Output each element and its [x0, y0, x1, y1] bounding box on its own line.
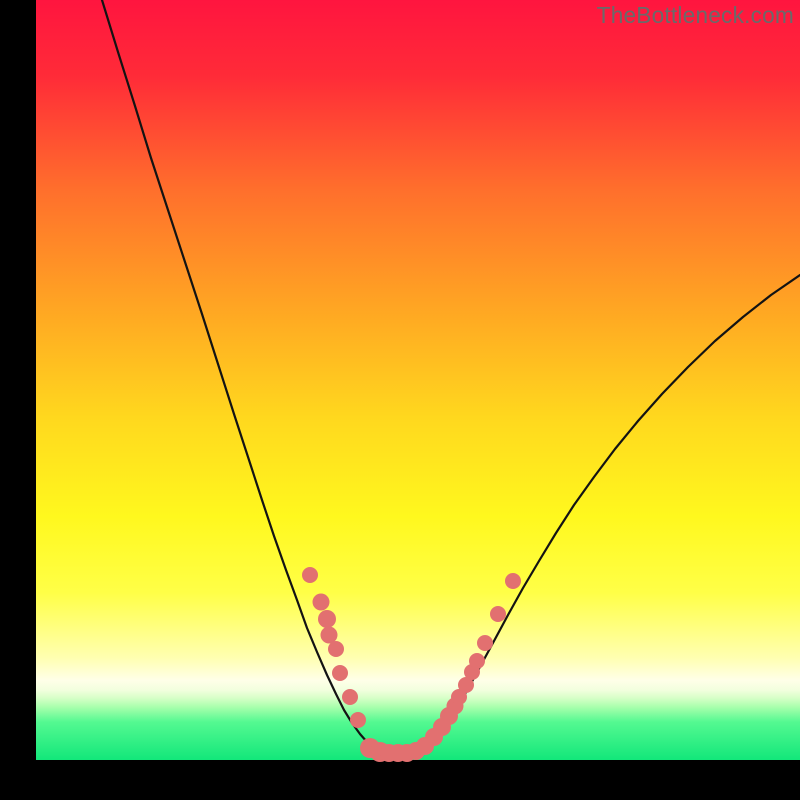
watermark-text: TheBottleneck.com: [597, 2, 794, 29]
chart-container: TheBottleneck.com: [0, 0, 800, 800]
plot-gradient-background: [36, 0, 800, 760]
